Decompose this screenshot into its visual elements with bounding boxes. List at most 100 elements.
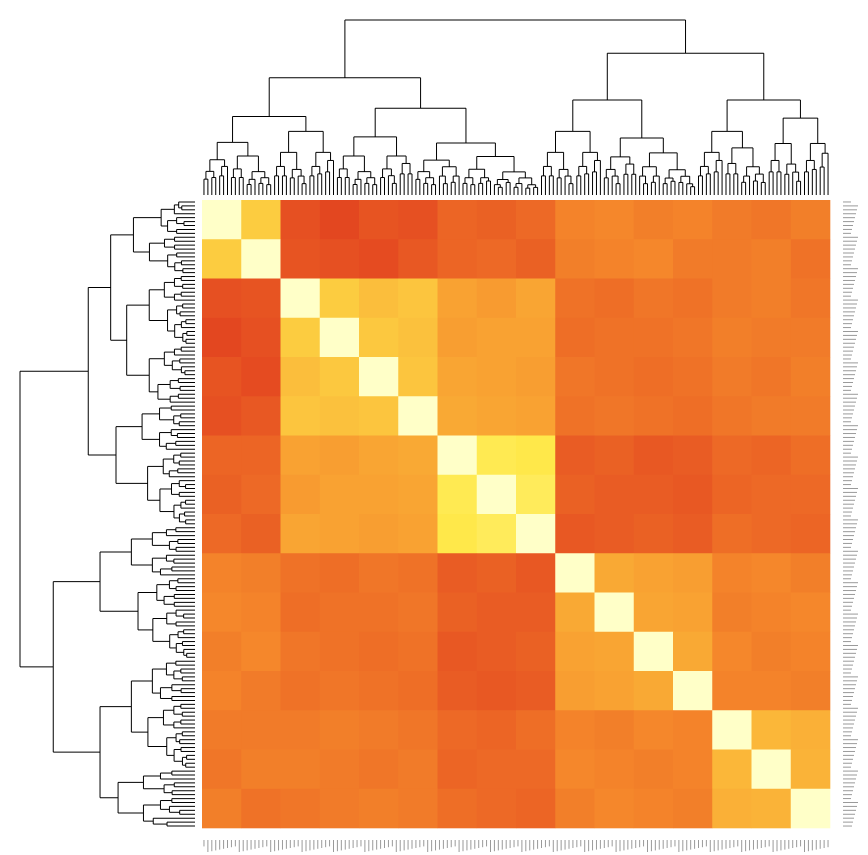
cell: [359, 788, 399, 829]
cell: [437, 278, 478, 319]
cell: [633, 592, 674, 633]
cell: [359, 749, 399, 790]
cell: [516, 435, 556, 476]
cell: [359, 357, 399, 397]
cell: [398, 317, 438, 358]
cell: [555, 200, 595, 240]
cell: [359, 435, 399, 476]
cell: [712, 710, 752, 750]
cell: [516, 514, 556, 554]
cell: [516, 396, 556, 436]
cell: [516, 788, 556, 829]
cell: [751, 631, 792, 672]
cell: [437, 553, 478, 593]
cell: [790, 357, 831, 397]
cell: [594, 278, 635, 319]
cell: [712, 788, 752, 829]
cell: [241, 710, 281, 750]
cell: [319, 671, 360, 711]
cell: [633, 749, 674, 790]
cell: [633, 357, 674, 397]
cell: [790, 200, 831, 240]
cell: [751, 749, 792, 790]
cell: [280, 749, 321, 790]
cell: [751, 357, 792, 397]
cell: [555, 631, 595, 672]
cell: [790, 514, 831, 554]
heatmap: [202, 200, 831, 829]
cell: [555, 514, 595, 554]
cell: [319, 239, 360, 279]
cell: [673, 710, 713, 750]
cell: [633, 671, 674, 711]
cell: [359, 592, 399, 633]
cell: [319, 278, 360, 319]
cell: [633, 200, 674, 240]
cell: [594, 671, 635, 711]
cell: [633, 514, 674, 554]
cell: [594, 592, 635, 633]
cell: [359, 631, 399, 672]
cell: [202, 357, 242, 397]
cell: [319, 396, 360, 436]
cell: [202, 553, 242, 593]
cell: [712, 239, 752, 279]
cell: [594, 474, 635, 515]
cell: [790, 592, 831, 633]
cell: [398, 396, 438, 436]
cell: [751, 435, 792, 476]
cell: [790, 396, 831, 436]
cell: [516, 553, 556, 593]
cell: [280, 631, 321, 672]
cell: [751, 396, 792, 436]
cell: [516, 710, 556, 750]
cell: [673, 631, 713, 672]
cell: [633, 788, 674, 829]
cell: [790, 631, 831, 672]
cell: [398, 553, 438, 593]
cell: [241, 317, 281, 358]
cell: [673, 514, 713, 554]
cell: [319, 435, 360, 476]
cell: [241, 278, 281, 319]
cell: [594, 710, 635, 750]
cell: [594, 631, 635, 672]
cell: [398, 592, 438, 633]
cell: [673, 435, 713, 476]
cell: [476, 749, 517, 790]
cell: [280, 474, 321, 515]
cell: [712, 514, 752, 554]
cell: [790, 435, 831, 476]
cell: [476, 357, 517, 397]
cell: [280, 317, 321, 358]
cell: [712, 396, 752, 436]
cell: [476, 592, 517, 633]
cell: [241, 474, 281, 515]
cell: [751, 514, 792, 554]
cell: [673, 396, 713, 436]
cell: [476, 474, 517, 515]
cell: [751, 788, 792, 829]
cell: [280, 553, 321, 593]
cell: [790, 710, 831, 750]
cell: [751, 317, 792, 358]
cell: [319, 749, 360, 790]
cell: [712, 357, 752, 397]
cell: [319, 710, 360, 750]
row-dendrogram: [19, 201, 195, 827]
cell: [673, 671, 713, 711]
cell: [319, 474, 360, 515]
cell: [673, 749, 713, 790]
cell: [712, 278, 752, 319]
cell: [437, 788, 478, 829]
cell: [398, 435, 438, 476]
cell: [476, 710, 517, 750]
cell: [516, 278, 556, 319]
cell: [712, 200, 752, 240]
cell: [398, 710, 438, 750]
cell: [398, 514, 438, 554]
cell: [673, 357, 713, 397]
cell: [751, 671, 792, 711]
cell: [555, 710, 595, 750]
